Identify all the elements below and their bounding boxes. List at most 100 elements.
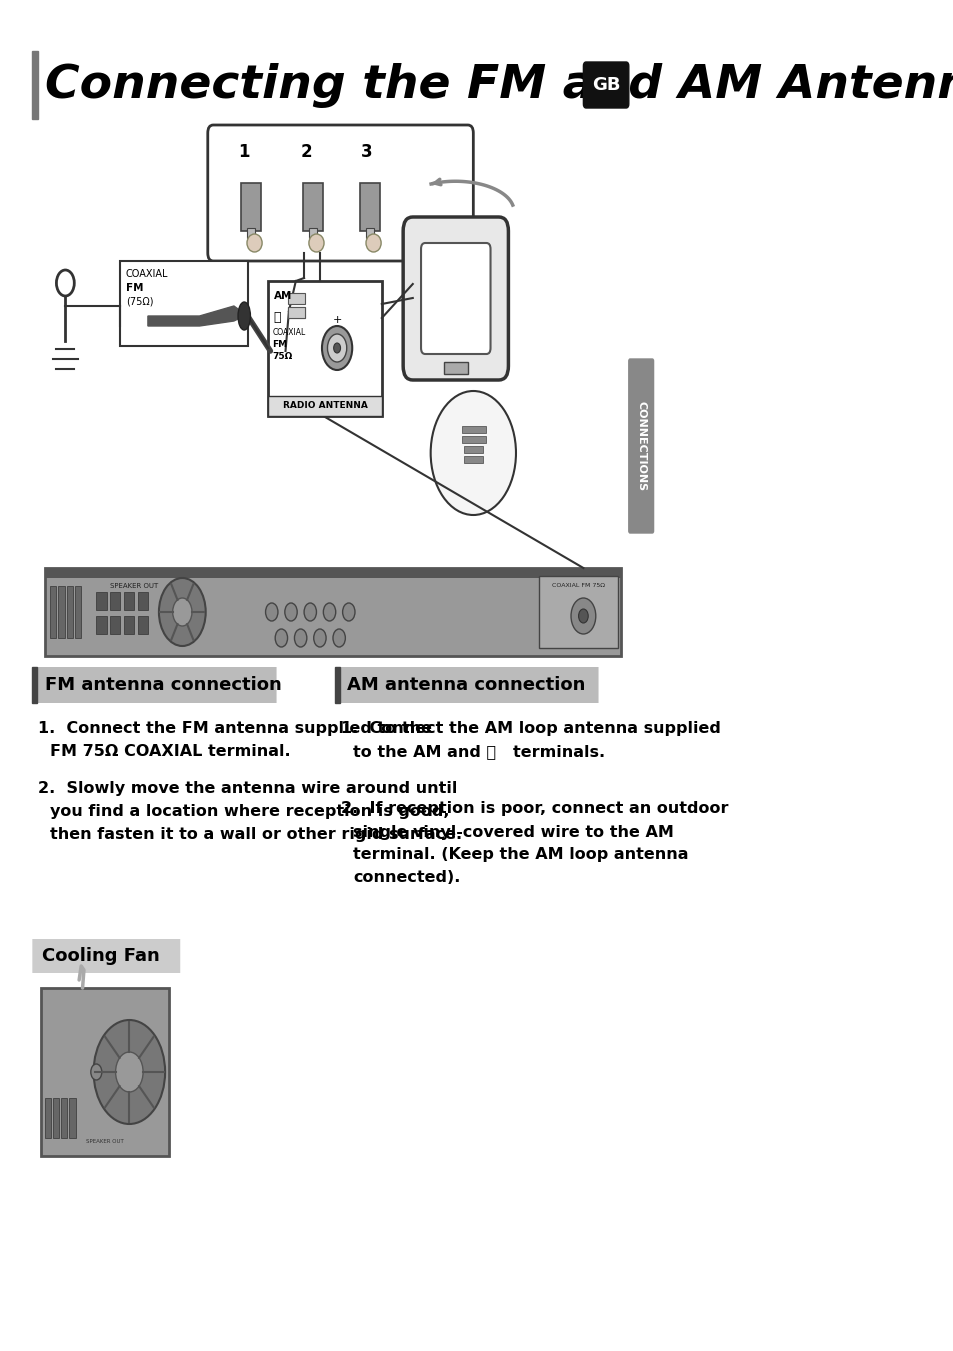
Text: FM 75Ω COAXIAL terminal.: FM 75Ω COAXIAL terminal. <box>51 744 291 759</box>
Text: FM: FM <box>273 340 287 349</box>
Text: (75Ω): (75Ω) <box>126 297 153 307</box>
FancyBboxPatch shape <box>240 182 261 231</box>
Text: GB: GB <box>591 76 619 95</box>
Text: SPEAKER OUT: SPEAKER OUT <box>86 1139 123 1144</box>
Circle shape <box>430 390 516 515</box>
Bar <box>247 228 255 238</box>
Text: single vinyl-covered wire to the AM: single vinyl-covered wire to the AM <box>353 824 673 839</box>
Text: +: + <box>332 315 341 326</box>
Circle shape <box>285 603 297 621</box>
Bar <box>51 586 56 638</box>
Text: Cooling Fan: Cooling Fan <box>42 947 159 965</box>
Ellipse shape <box>247 234 262 253</box>
Circle shape <box>304 603 316 621</box>
Bar <box>538 576 618 648</box>
Text: CONNECTIONS: CONNECTIONS <box>636 401 645 490</box>
FancyBboxPatch shape <box>268 281 381 416</box>
Text: Connecting the FM and AM Antennas: Connecting the FM and AM Antennas <box>46 62 953 108</box>
FancyBboxPatch shape <box>120 261 248 346</box>
Text: terminal. (Keep the AM loop antenna: terminal. (Keep the AM loop antenna <box>353 847 688 862</box>
Bar <box>70 1098 75 1138</box>
Bar <box>461 436 485 443</box>
Bar <box>335 667 339 703</box>
Text: ⨝: ⨝ <box>274 311 281 324</box>
Circle shape <box>159 578 206 646</box>
Circle shape <box>274 630 287 647</box>
Bar <box>67 586 72 638</box>
Bar <box>268 396 381 416</box>
FancyBboxPatch shape <box>32 939 180 973</box>
FancyBboxPatch shape <box>420 243 490 354</box>
Text: FM: FM <box>126 282 143 293</box>
Circle shape <box>327 334 346 362</box>
Bar <box>443 362 467 374</box>
Circle shape <box>333 630 345 647</box>
Text: FM antenna connection: FM antenna connection <box>45 676 281 694</box>
Circle shape <box>93 1020 165 1124</box>
FancyBboxPatch shape <box>208 126 473 261</box>
Circle shape <box>314 630 326 647</box>
Polygon shape <box>148 305 244 326</box>
Bar <box>137 616 148 634</box>
Text: 1.  Connect the AM loop antenna supplied: 1. Connect the AM loop antenna supplied <box>340 721 720 736</box>
Bar <box>32 51 38 119</box>
Text: RADIO ANTENNA: RADIO ANTENNA <box>282 401 367 411</box>
Bar <box>96 592 107 611</box>
Bar <box>32 667 37 703</box>
Text: connected).: connected). <box>353 870 459 885</box>
Bar <box>45 567 620 578</box>
Text: then fasten it to a wall or other rigid surface.: then fasten it to a wall or other rigid … <box>51 827 462 842</box>
Bar <box>110 616 120 634</box>
Bar <box>58 586 65 638</box>
Text: COAXIAL FM 75Ω: COAXIAL FM 75Ω <box>552 584 604 588</box>
Text: 2.  If reception is poor, connect an outdoor: 2. If reception is poor, connect an outd… <box>340 801 727 816</box>
Bar <box>287 293 305 304</box>
Bar <box>461 426 485 434</box>
Text: COAXIAL: COAXIAL <box>126 269 169 280</box>
Circle shape <box>334 343 340 353</box>
Text: SPEAKER OUT: SPEAKER OUT <box>110 584 158 589</box>
Bar <box>309 228 316 238</box>
Bar <box>366 228 374 238</box>
Text: you find a location where reception is good,: you find a location where reception is g… <box>51 804 449 819</box>
Bar <box>41 988 169 1156</box>
Text: 75Ω: 75Ω <box>273 353 293 361</box>
Text: AM antenna connection: AM antenna connection <box>347 676 585 694</box>
Text: 1: 1 <box>238 143 250 161</box>
FancyBboxPatch shape <box>359 182 380 231</box>
Bar <box>124 616 134 634</box>
Circle shape <box>172 598 192 626</box>
Text: to the AM and ⨝   terminals.: to the AM and ⨝ terminals. <box>353 744 604 759</box>
Text: COAXIAL: COAXIAL <box>273 328 305 336</box>
Circle shape <box>91 1065 102 1079</box>
FancyBboxPatch shape <box>38 667 276 703</box>
Bar <box>287 307 305 317</box>
Text: 2.  Slowly move the antenna wire around until: 2. Slowly move the antenna wire around u… <box>38 781 456 796</box>
Circle shape <box>571 598 596 634</box>
Bar <box>124 592 134 611</box>
Text: 2: 2 <box>300 143 312 161</box>
Bar <box>53 1098 59 1138</box>
Bar <box>137 592 148 611</box>
Bar <box>96 616 107 634</box>
Bar <box>45 567 620 657</box>
Circle shape <box>294 630 307 647</box>
Bar <box>287 307 305 317</box>
Circle shape <box>323 603 335 621</box>
Text: AM: AM <box>274 290 292 301</box>
Circle shape <box>321 326 352 370</box>
FancyBboxPatch shape <box>302 182 323 231</box>
FancyBboxPatch shape <box>628 359 653 534</box>
Ellipse shape <box>366 234 381 253</box>
FancyBboxPatch shape <box>583 62 628 108</box>
Text: 1.  Connect the FM antenna supplied to the: 1. Connect the FM antenna supplied to th… <box>38 721 432 736</box>
Text: 3: 3 <box>360 143 372 161</box>
Circle shape <box>578 609 588 623</box>
Circle shape <box>342 603 355 621</box>
Bar <box>45 1098 51 1138</box>
Ellipse shape <box>309 234 324 253</box>
Bar <box>110 592 120 611</box>
Bar <box>463 457 482 463</box>
Bar <box>463 446 482 453</box>
FancyBboxPatch shape <box>340 667 598 703</box>
